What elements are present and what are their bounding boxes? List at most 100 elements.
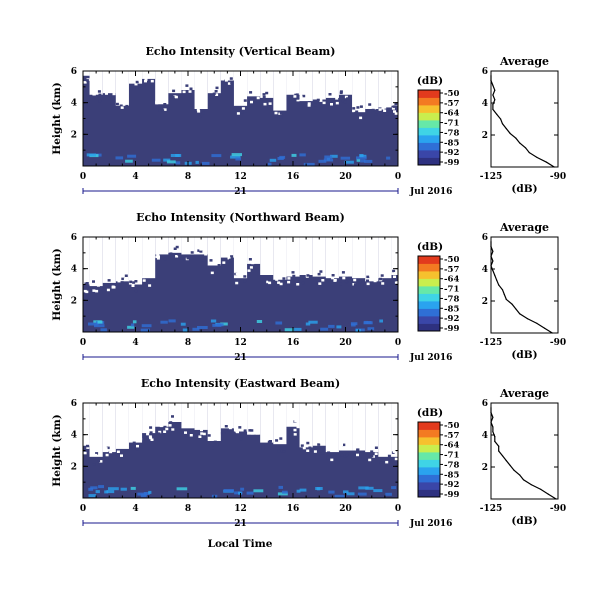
- speckle: [326, 455, 330, 459]
- no-data-region: [325, 403, 339, 453]
- x-tick-label: 16: [287, 172, 300, 182]
- colorbar-tick-label: -64: [444, 441, 459, 451]
- surface-echo: [303, 162, 315, 166]
- colorbar-tick-label: -99: [444, 324, 459, 334]
- speckle: [131, 284, 135, 287]
- speckle: [119, 104, 123, 107]
- colorbar-tick-label: -78: [444, 128, 459, 138]
- speckle: [307, 104, 311, 107]
- surface-echo: [343, 490, 349, 494]
- speckle: [202, 432, 206, 436]
- speckle: [83, 289, 87, 293]
- surface-echo: [328, 324, 335, 328]
- surface-echo: [94, 324, 105, 328]
- speckle: [129, 280, 133, 284]
- speckle: [144, 78, 148, 81]
- speckle: [85, 73, 89, 76]
- speckle: [85, 71, 89, 74]
- speckle: [356, 453, 359, 457]
- speckle: [342, 443, 346, 447]
- speckle: [306, 441, 310, 445]
- colorbar-tick-label: -50: [444, 255, 459, 265]
- no-data-region: [338, 237, 353, 277]
- surface-echo: [253, 489, 264, 493]
- speckle: [328, 447, 332, 450]
- surface-echo: [163, 158, 171, 162]
- speckle: [86, 446, 90, 449]
- no-data-region: [102, 403, 116, 453]
- surface-echo: [279, 155, 286, 159]
- speckle: [188, 429, 191, 433]
- speckle: [124, 274, 128, 277]
- no-data-region: [286, 71, 300, 95]
- speckle: [335, 97, 339, 100]
- speckle: [394, 105, 398, 109]
- surface-echo: [359, 154, 364, 157]
- speckle: [373, 106, 377, 110]
- speckle: [227, 250, 231, 254]
- no-data-region: [115, 71, 129, 106]
- no-data-region: [233, 237, 248, 279]
- speckle: [235, 281, 239, 285]
- speckle: [314, 103, 317, 107]
- speckle: [274, 111, 278, 115]
- speckle: [248, 429, 252, 432]
- speckle: [181, 251, 185, 255]
- speckle: [279, 116, 283, 119]
- no-data-region: [299, 71, 313, 102]
- no-data-region: [233, 403, 248, 432]
- speckle: [295, 93, 299, 96]
- surface-echo: [160, 320, 168, 324]
- speckle: [105, 92, 108, 95]
- average-x-tick-label: -125: [480, 338, 503, 348]
- colorbar-tick-label: -71: [444, 285, 459, 295]
- speckle: [201, 111, 205, 115]
- speckle: [393, 275, 396, 278]
- speckle: [136, 444, 139, 448]
- surface-echo: [356, 158, 361, 162]
- no-data-region: [365, 71, 379, 109]
- speckle: [165, 427, 169, 431]
- speckle: [252, 258, 256, 261]
- surface-echo: [391, 486, 397, 490]
- speckle: [230, 82, 234, 85]
- speckle: [112, 92, 116, 96]
- speckle: [307, 102, 311, 105]
- colorbar-segment: [418, 474, 440, 483]
- colorbar-segment: [418, 263, 440, 272]
- speckle: [182, 90, 186, 94]
- surface-echo: [364, 159, 373, 163]
- no-data-region: [378, 71, 392, 108]
- speckle: [198, 435, 202, 438]
- x-axis-label: Local Time: [208, 538, 273, 550]
- speckle: [275, 278, 279, 281]
- x-tick-label: 12: [234, 172, 247, 182]
- speckle: [229, 258, 232, 262]
- y-tick-label: 4: [71, 265, 77, 275]
- speckle: [384, 284, 388, 287]
- speckle: [306, 449, 310, 452]
- no-data-region: [128, 237, 143, 285]
- speckle: [386, 112, 389, 116]
- colorbar-segment: [418, 278, 440, 287]
- average-x-label: (dB): [511, 349, 537, 361]
- no-data-region: [325, 71, 339, 98]
- speckle: [383, 106, 387, 109]
- no-data-region: [155, 403, 169, 427]
- speckle: [184, 431, 187, 434]
- speckle: [163, 425, 167, 429]
- speckle: [142, 275, 146, 279]
- speckle: [116, 281, 120, 285]
- colorbar-segment: [418, 120, 440, 128]
- speckle: [394, 451, 398, 455]
- surface-echo: [223, 489, 234, 493]
- colorbar-segment: [418, 286, 440, 294]
- colorbar-segment: [418, 459, 440, 468]
- y-axis-label: Height (km): [51, 82, 63, 154]
- speckle: [327, 451, 331, 454]
- speckle: [171, 415, 174, 418]
- speckle: [204, 253, 208, 256]
- speckle: [244, 109, 247, 113]
- surface-echo: [316, 487, 321, 491]
- surface-echo: [106, 490, 115, 494]
